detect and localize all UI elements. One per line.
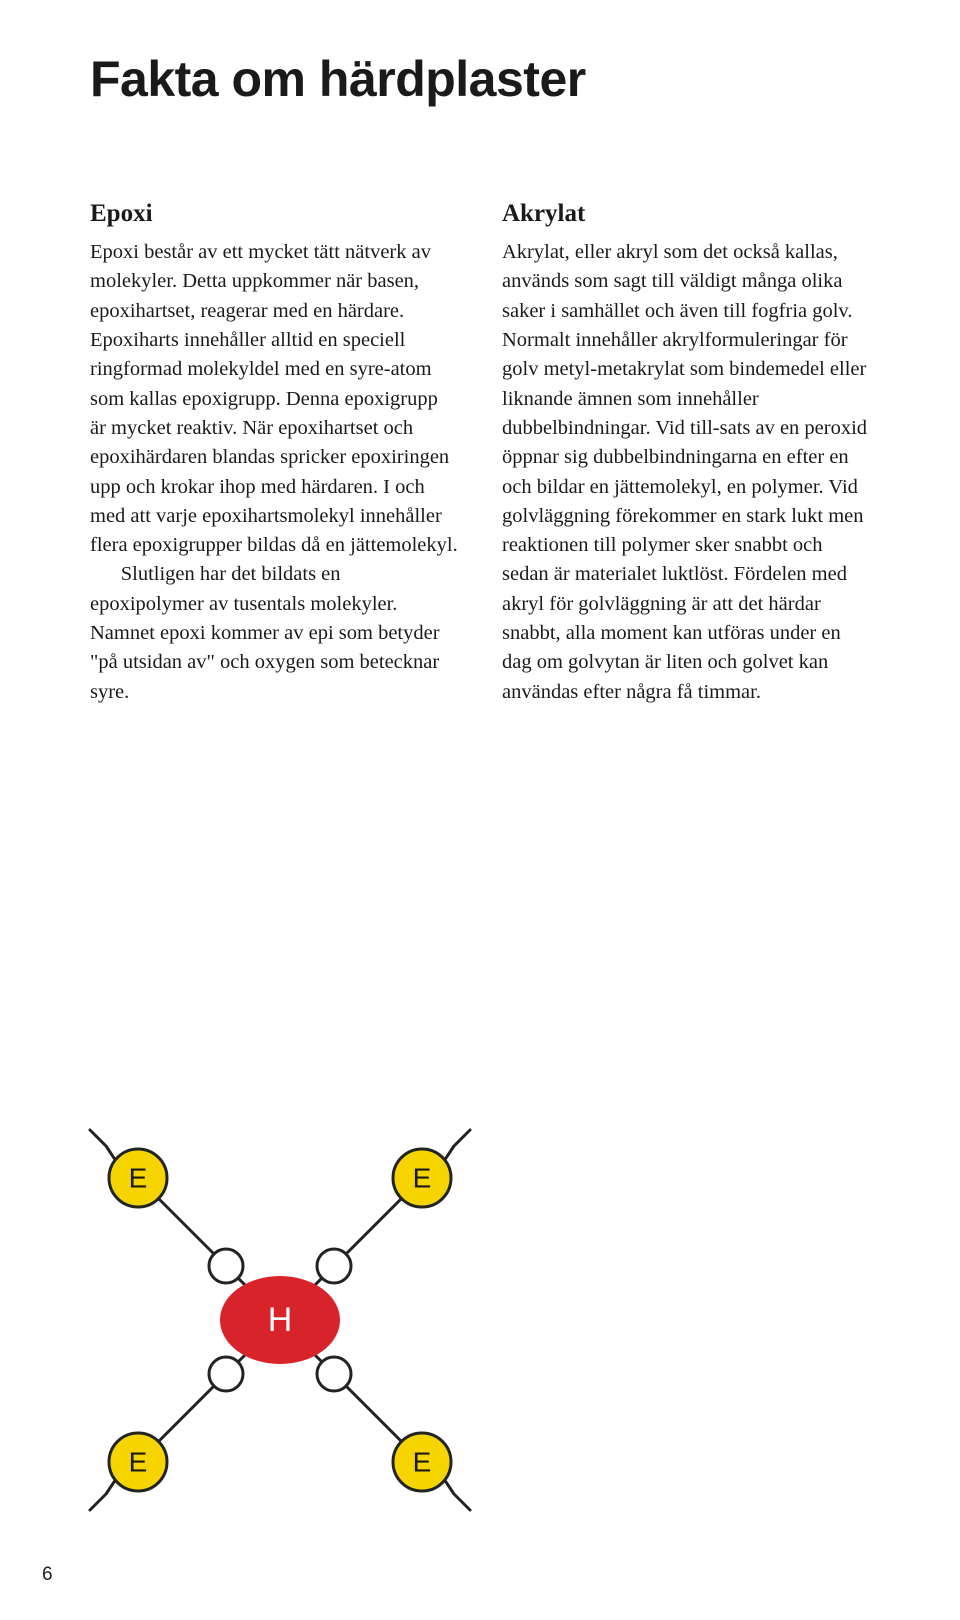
epoxi-heading: Epoxi [90, 200, 458, 228]
right-column: Akrylat Akrylat, eller akryl som det ock… [502, 200, 870, 707]
molecule-diagram: H E E E E [70, 1100, 490, 1540]
svg-text:E: E [129, 1163, 148, 1194]
epoxi-paragraph-2: Slutligen har det bildats en epoxipolyme… [90, 560, 458, 707]
page-number: 6 [42, 1564, 53, 1586]
akrylat-paragraph-1: Akrylat, eller akryl som det också kalla… [502, 238, 870, 707]
svg-text:H: H [268, 1301, 293, 1339]
akrylat-heading: Akrylat [502, 200, 870, 228]
svg-text:E: E [129, 1447, 148, 1478]
svg-text:E: E [413, 1447, 432, 1478]
text-columns: Epoxi Epoxi består av ett mycket tätt nä… [90, 200, 870, 707]
epoxi-paragraph-1: Epoxi består av ett mycket tätt nätverk … [90, 238, 458, 560]
page-title: Fakta om härdplaster [90, 50, 870, 108]
svg-text:E: E [413, 1163, 432, 1194]
left-column: Epoxi Epoxi består av ett mycket tätt nä… [90, 200, 458, 707]
